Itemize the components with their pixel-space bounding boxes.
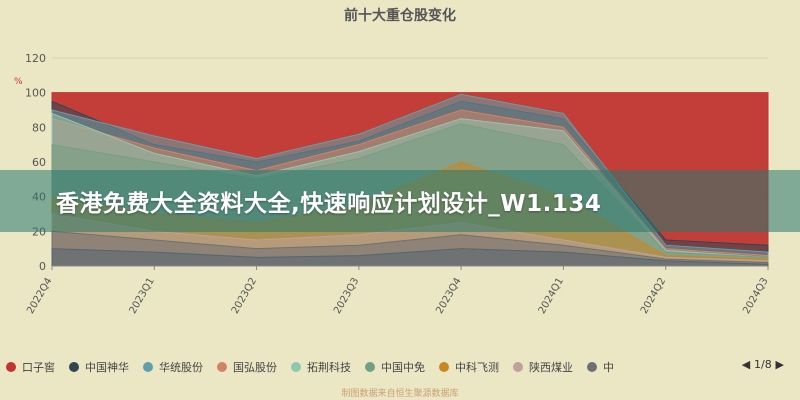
legend-item[interactable]: 中国中免 xyxy=(365,359,425,375)
legend-item[interactable]: 中科飞测 xyxy=(439,359,499,375)
legend-label: 华统股份 xyxy=(159,361,203,374)
legend-marker-icon xyxy=(291,362,301,372)
legend-item[interactable]: 口子窖 xyxy=(6,359,55,375)
legend-marker-icon xyxy=(439,362,449,372)
legend-pager: ◀ 1/8 ▶ xyxy=(740,358,786,371)
banner-text: 香港免费大全资料大全,快速响应计划设计_W1.134 xyxy=(56,191,602,217)
x-tick-label: 2024Q2 xyxy=(639,276,668,316)
x-tick-label: 2023Q2 xyxy=(230,276,259,316)
x-tick-label: 2023Q3 xyxy=(332,276,361,316)
y-tick-label: 80 xyxy=(32,121,46,134)
chart-legend: 口子窖 中国神华 华统股份 国弘股份 拓荆科技 中国中免 中科飞测 陕西煤业 中 xyxy=(6,357,746,377)
y-tick-label: 60 xyxy=(32,156,46,169)
x-tick-label: 2022Q4 xyxy=(25,276,54,316)
legend-item[interactable]: 国弘股份 xyxy=(217,359,277,375)
legend-item[interactable]: 陕西煤业 xyxy=(513,359,573,375)
promo-banner: 香港免费大全资料大全,快速响应计划设计_W1.134 xyxy=(0,170,800,232)
legend-label: 中国神华 xyxy=(85,361,129,374)
legend-marker-icon xyxy=(217,362,227,372)
legend-marker-icon xyxy=(69,362,79,372)
series-area xyxy=(51,248,769,267)
legend-marker-icon xyxy=(6,362,16,372)
y-tick-label: 120 xyxy=(25,52,46,65)
chart-footer: 制图数据来自恒生聚源数据库 xyxy=(341,389,459,399)
legend-item[interactable]: 拓荆科技 xyxy=(291,359,351,375)
legend-marker-icon xyxy=(587,362,597,372)
y-tick-label: 100 xyxy=(25,87,46,100)
triangle-left-icon[interactable]: ◀ xyxy=(741,358,751,371)
legend-page-indicator: 1/8 xyxy=(754,358,772,371)
legend-label: 中 xyxy=(603,361,614,374)
triangle-right-icon[interactable]: ▶ xyxy=(775,358,784,371)
legend-label: 中科飞测 xyxy=(455,361,499,374)
legend-label: 口子窖 xyxy=(22,361,55,374)
x-tick-label: 2024Q1 xyxy=(537,276,566,316)
legend-marker-icon xyxy=(365,362,375,372)
legend-marker-icon xyxy=(143,362,153,372)
legend-label: 陕西煤业 xyxy=(529,361,573,374)
y-axis-unit: % xyxy=(14,77,23,87)
legend-label: 国弘股份 xyxy=(233,361,277,374)
x-tick-label: 2023Q1 xyxy=(128,276,157,316)
x-tick-label: 2024Q3 xyxy=(741,276,770,316)
chart-title: 前十大重仓股变化 xyxy=(344,7,456,24)
legend-marker-icon xyxy=(513,362,523,372)
legend-label: 中国中免 xyxy=(381,361,425,374)
x-tick-label: 2023Q4 xyxy=(434,276,463,316)
legend-item[interactable]: 华统股份 xyxy=(143,359,203,375)
y-tick-label: 0 xyxy=(39,260,46,273)
legend-item[interactable]: 中国神华 xyxy=(69,359,129,375)
legend-item[interactable]: 中 xyxy=(587,359,614,375)
legend-label: 拓荆科技 xyxy=(307,361,351,374)
